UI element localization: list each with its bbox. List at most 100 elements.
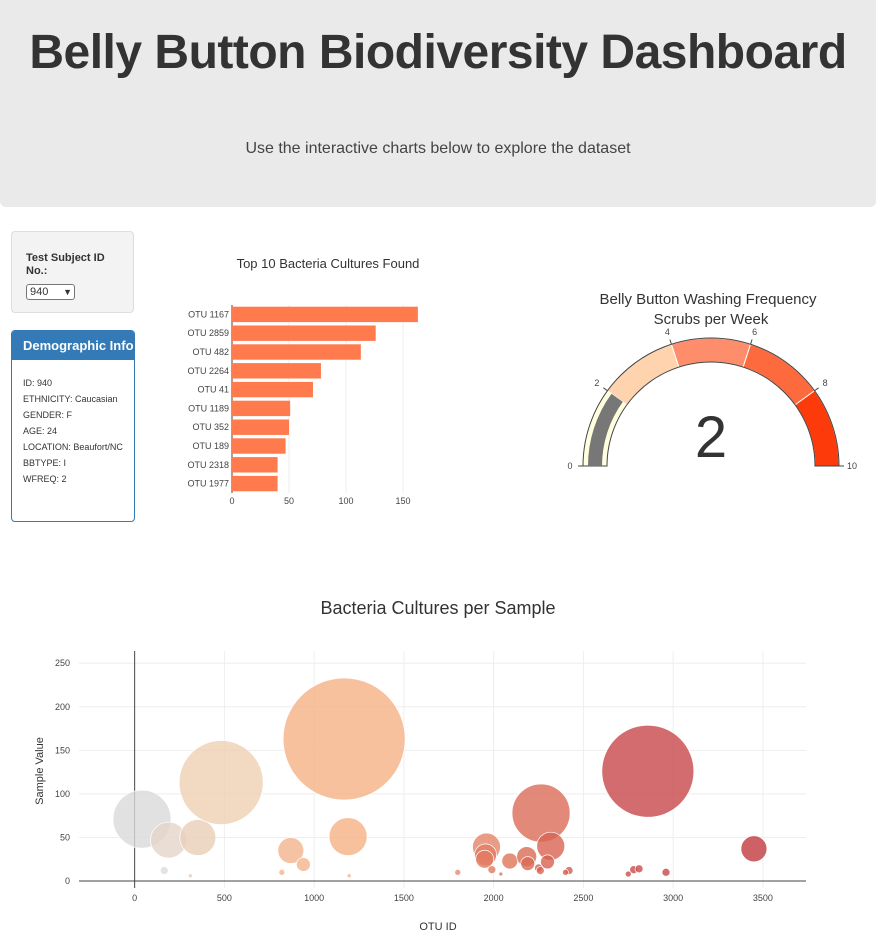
bar-mark [232, 363, 321, 379]
bar-category-label: OTU 2859 [187, 328, 229, 338]
bar-category-label: OTU 41 [197, 385, 229, 395]
demo-wfreq: WFREQ: 2 [23, 474, 67, 484]
demo-id: ID: 940 [23, 378, 53, 388]
bubble-point [520, 856, 536, 871]
bubble-point [454, 868, 462, 876]
bubble-point [178, 740, 264, 825]
bubble-point [516, 846, 538, 867]
bubble-y-axis-label: Sample Value [34, 737, 46, 805]
demographic-panel: Demographic Info ID: 940 ETHNICITY: Cauc… [11, 330, 135, 522]
bubble-point [562, 868, 569, 876]
bar-x-tick-label: 50 [284, 496, 294, 506]
bar-mark [232, 344, 361, 360]
gauge-step-band [794, 390, 840, 467]
bar-category-label: OTU 1189 [188, 403, 229, 413]
subject-selector-label: Test Subject ID No.: [26, 252, 105, 277]
bubble-point [278, 868, 286, 876]
bubble-y-tick-label: 0 [65, 876, 70, 886]
bubble-point [624, 870, 632, 878]
bar-mark [232, 457, 278, 473]
bubble-point [629, 865, 639, 875]
chevron-down-icon: ▼ [63, 287, 72, 297]
demographic-panel-title: Demographic Info [12, 331, 134, 360]
demographic-list: ID: 940 ETHNICITY: Caucasian GENDER: F A… [23, 378, 131, 490]
demo-ethnicity: ETHNICITY: Caucasian [23, 394, 118, 404]
gauge-tick [750, 339, 753, 345]
bubble-point [328, 817, 368, 856]
bar-mark [232, 475, 278, 492]
bubble-point [346, 873, 352, 879]
gauge-outline [582, 337, 840, 467]
bubble-point [150, 821, 187, 859]
subject-selector-well: Test Subject ID No.: 940 ▼ [11, 231, 134, 313]
gauge-value-label: 2 [695, 405, 727, 470]
bubble-y-tick-label: 50 [60, 832, 70, 842]
gauge-value-bar [588, 393, 623, 466]
demo-location: LOCATION: Beaufort/NC [23, 442, 123, 452]
bar-chart-title: Top 10 Bacteria Cultures Found [237, 256, 420, 271]
bubble-x-axis-label: OTU ID [419, 921, 456, 933]
bar-mark [232, 419, 290, 435]
bubble-y-tick-label: 200 [55, 702, 70, 712]
bubble-point [564, 866, 574, 875]
bar-category-label: OTU 2318 [187, 460, 229, 470]
gauge-tick-label: 2 [594, 378, 599, 388]
page-subtitle: Use the interactive charts below to expl… [245, 140, 631, 157]
bubble-x-tick-label: 1500 [394, 893, 414, 903]
bar-category-label: OTU 1977 [187, 479, 229, 489]
bubble-x-tick-label: 0 [132, 893, 137, 903]
subject-id-select[interactable]: 940 ▼ [26, 284, 75, 300]
bar-mark [232, 400, 291, 417]
bubble-point [498, 871, 504, 877]
bubble-point [501, 852, 519, 870]
bubble-point [472, 832, 501, 862]
gauge-tick-label: 8 [823, 378, 828, 388]
bar-x-tick-label: 0 [229, 496, 234, 506]
bubble-point [475, 849, 495, 869]
bubble-x-tick-label: 2500 [573, 893, 593, 903]
bubble-point [179, 819, 217, 856]
bubble-point [296, 857, 311, 872]
bubble-point [112, 789, 172, 849]
page-title: Belly Button Biodiversity Dashboard [29, 26, 847, 79]
bubble-point [159, 866, 169, 875]
gauge-tick [603, 387, 608, 392]
bubble-point [740, 835, 768, 863]
gauge-step-band [606, 343, 680, 406]
bubble-point [187, 873, 193, 879]
bar-mark [232, 325, 376, 341]
bubble-point [661, 867, 671, 877]
bar-category-label: OTU 1167 [188, 309, 229, 319]
bubble-point [474, 843, 497, 867]
gauge-chart-subtitle: Scrubs per Week [654, 311, 769, 328]
gauge-step-band [582, 390, 628, 467]
gauge-step-band [670, 337, 752, 368]
gauge-step-band [742, 343, 816, 406]
bubble-y-tick-label: 150 [55, 745, 70, 755]
bar-x-tick-label: 100 [339, 496, 354, 506]
bubble-x-tick-label: 500 [217, 893, 232, 903]
header-jumbotron: Belly Button Biodiversity Dashboard Use … [0, 0, 876, 207]
bar-mark [232, 438, 286, 454]
bubble-x-tick-label: 3000 [663, 893, 683, 903]
bubble-point [277, 837, 305, 864]
bubble-point [534, 863, 543, 873]
bar-category-label: OTU 189 [192, 441, 229, 451]
bar-category-label: OTU 352 [192, 422, 229, 432]
demo-bbtype: BBTYPE: I [23, 458, 67, 468]
gauge-tick-label: 6 [752, 327, 757, 337]
bar-category-label: OTU 482 [192, 347, 229, 357]
bubble-y-tick-label: 100 [55, 789, 70, 799]
bar-mark [232, 381, 313, 398]
demo-gender: GENDER: F [23, 410, 73, 420]
bubble-x-tick-label: 3500 [753, 893, 773, 903]
bubble-point [536, 831, 566, 861]
bubble-x-tick-label: 1000 [304, 893, 324, 903]
bubble-point [282, 677, 406, 801]
bubble-point [487, 865, 497, 875]
gauge-tick [814, 387, 819, 392]
bar-mark [232, 306, 418, 323]
bar-x-tick-label: 150 [396, 496, 411, 506]
gauge-chart-title: Belly Button Washing Frequency [599, 291, 817, 308]
bubble-point [511, 783, 571, 843]
